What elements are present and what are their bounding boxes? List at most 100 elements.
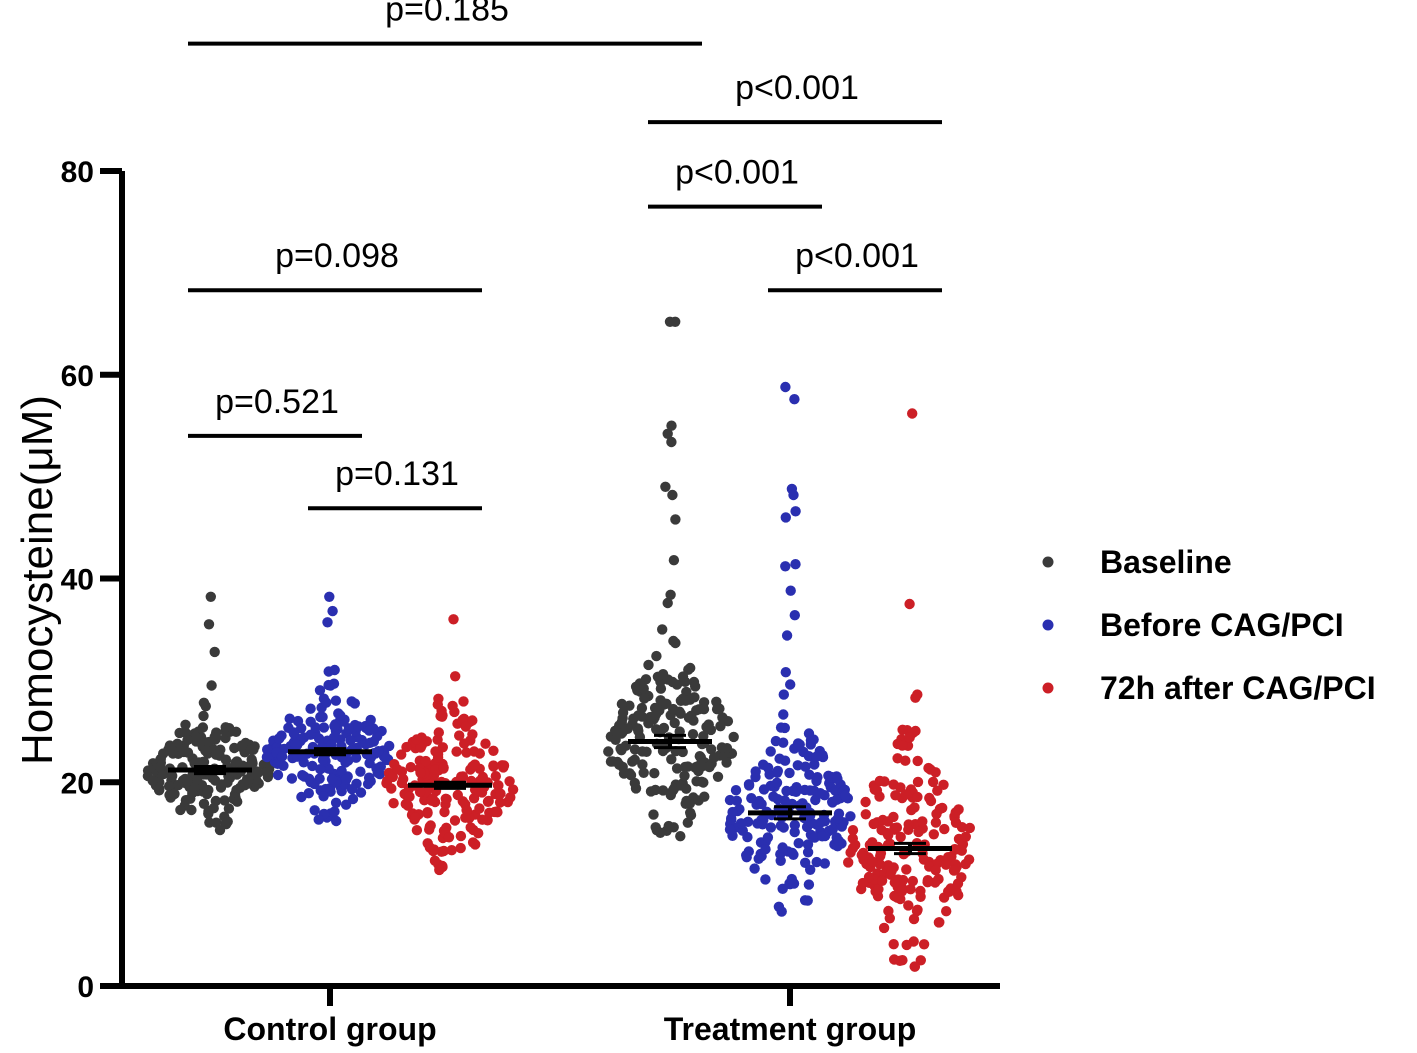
point-control-group-before-cag-pci [314,773,325,784]
legend-marker-72h-after-cag-pci [1042,682,1054,694]
point-treatment-group-before-cag-pci [780,512,791,523]
point-control-group-before-cag-pci [374,768,385,780]
point-control-group-72h-after-cag-pci [468,793,480,804]
comparison-label-0: p=0.185 [385,0,509,29]
point-control-group-72h-after-cag-pci [492,780,504,791]
point-control-group-72h-after-cag-pci [457,771,469,782]
point-treatment-group-before-cag-pci [772,765,783,777]
point-control-group-72h-after-cag-pci [440,793,451,804]
point-control-group-72h-after-cag-pci [467,729,478,740]
point-treatment-group-72h-after-cag-pci [905,884,916,895]
point-control-group-72h-after-cag-pci [432,752,444,763]
point-treatment-group-72h-after-cag-pci [889,877,900,888]
point-treatment-group-before-cag-pci [809,759,820,770]
x-group-ticks: Control group Treatment group [223,986,916,1047]
point-treatment-group-before-cag-pci [789,819,800,831]
point-control-group-before-cag-pci [324,591,335,602]
point-treatment-group-before-cag-pci [778,709,789,720]
point-control-group-baseline [203,619,215,630]
legend-marker-baseline [1042,556,1054,568]
point-treatment-group-72h-after-cag-pci [857,877,869,889]
point-control-group-72h-after-cag-pci [438,762,449,773]
point-treatment-group-72h-after-cag-pci [930,817,942,828]
point-treatment-group-72h-after-cag-pci [917,816,928,827]
point-control-group-72h-after-cag-pci [474,803,485,814]
point-treatment-group-before-cag-pci [762,762,774,773]
point-treatment-group-72h-after-cag-pci [939,823,950,835]
point-treatment-group-72h-after-cag-pci [874,775,886,787]
point-treatment-group-baseline [639,693,650,704]
point-treatment-group-before-cag-pci [765,746,776,757]
point-control-group-72h-after-cag-pci [411,825,423,836]
point-control-group-72h-after-cag-pci [507,784,519,795]
point-control-group-baseline [200,745,211,756]
point-treatment-group-baseline [650,784,661,796]
point-control-group-72h-after-cag-pci [415,767,426,778]
point-treatment-group-before-cag-pci [804,769,815,780]
point-treatment-group-72h-after-cag-pci [960,831,971,842]
point-treatment-group-baseline [675,708,686,719]
point-control-group-72h-after-cag-pci [419,795,430,806]
point-control-group-72h-after-cag-pci [434,864,445,876]
point-treatment-group-72h-after-cag-pci [904,598,915,610]
point-control-group-72h-after-cag-pci [447,700,458,712]
point-treatment-group-before-cag-pci [803,751,815,762]
point-control-group-baseline [198,798,210,809]
point-control-group-baseline [174,727,185,739]
point-control-group-before-cag-pci [297,770,308,781]
point-control-group-72h-after-cag-pci [428,845,439,857]
point-treatment-group-72h-after-cag-pci [850,839,861,851]
x-label-control-group: Control group [223,1011,436,1047]
point-treatment-group-baseline [650,708,662,720]
point-control-group-before-cag-pci [284,713,295,724]
legend-marker-before-cag-pci [1042,619,1054,631]
point-control-group-before-cag-pci [290,739,301,750]
point-control-group-72h-after-cag-pci [388,798,399,809]
point-control-group-baseline [231,756,243,767]
point-treatment-group-baseline [685,662,696,674]
point-treatment-group-72h-after-cag-pci [890,790,901,801]
point-control-group-72h-after-cag-pci [443,832,455,843]
point-control-group-72h-after-cag-pci [468,746,480,757]
point-control-group-before-cag-pci [307,760,318,772]
point-treatment-group-baseline [698,731,709,742]
point-treatment-group-72h-after-cag-pci [876,824,887,836]
point-control-group-72h-after-cag-pci [451,746,462,757]
point-treatment-group-72h-after-cag-pci [912,776,924,788]
point-control-group-before-cag-pci [350,752,362,763]
point-treatment-group-before-cag-pci [750,766,761,777]
point-treatment-group-before-cag-pci [762,832,774,843]
point-treatment-group-72h-after-cag-pci [908,913,920,925]
point-treatment-group-72h-after-cag-pci [948,865,960,876]
point-control-group-72h-after-cag-pci [469,759,481,770]
point-treatment-group-baseline [712,771,724,782]
point-control-group-baseline [210,749,222,760]
point-control-group-72h-after-cag-pci [387,771,398,783]
point-treatment-group-72h-after-cag-pci [956,822,968,833]
point-treatment-group-baseline [706,744,717,755]
point-treatment-group-before-cag-pci [760,844,771,855]
point-treatment-group-baseline [605,756,617,767]
point-control-group-72h-after-cag-pci [439,806,450,818]
point-treatment-group-baseline [638,683,649,694]
y-tick-label-40: 40 [61,564,94,597]
point-treatment-group-before-cag-pci [778,689,789,700]
point-control-group-before-cag-pci [336,765,347,777]
point-treatment-group-72h-after-cag-pci [897,874,909,886]
point-treatment-group-72h-after-cag-pci [925,795,937,807]
point-treatment-group-baseline [665,789,676,801]
point-control-group-72h-after-cag-pci [495,788,506,799]
point-control-group-72h-after-cag-pci [488,745,499,756]
point-treatment-group-72h-after-cag-pci [888,939,899,950]
point-control-group-72h-after-cag-pci [429,855,441,866]
point-control-group-before-cag-pci [273,733,285,744]
y-tick-label-80: 80 [61,156,94,189]
point-treatment-group-72h-after-cag-pci [876,875,888,886]
point-control-group-before-cag-pci [321,697,332,708]
point-control-group-baseline [180,719,191,730]
point-treatment-group-72h-after-cag-pci [875,850,886,862]
point-control-group-72h-after-cag-pci [405,762,416,773]
point-treatment-group-before-cag-pci [743,780,755,791]
point-treatment-group-baseline [643,659,654,671]
point-treatment-group-before-cag-pci [727,806,738,818]
